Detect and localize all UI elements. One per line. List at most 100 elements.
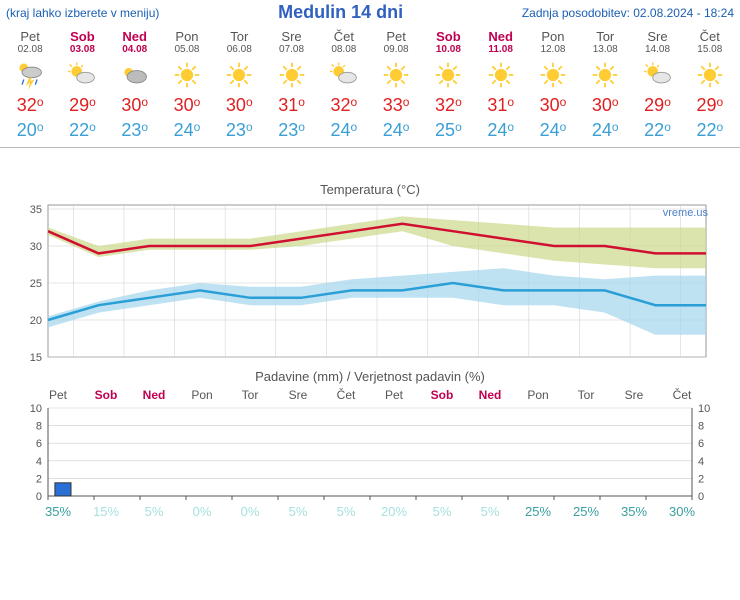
day-name: Pon: [161, 29, 213, 44]
high-temp: 29o: [631, 95, 683, 116]
weather-icon: [109, 59, 161, 91]
svg-text:8: 8: [698, 421, 704, 433]
day-date: 11.08: [475, 44, 527, 55]
day-col: Čet08.08 32o 24o: [318, 25, 370, 147]
temp-chart-title: Temperatura (°C): [0, 182, 740, 197]
low-temp: 24o: [579, 120, 631, 141]
day-date: 04.08: [109, 44, 161, 55]
precip-probability: 5%: [130, 504, 178, 519]
day-name: Pon: [527, 29, 579, 44]
low-temp: 24o: [161, 120, 213, 141]
day-col: Pon05.0830o24o: [161, 25, 213, 147]
low-temp: 23o: [109, 120, 161, 141]
precip-day-label: Pon: [514, 388, 562, 402]
precip-day-label: Pon: [178, 388, 226, 402]
weather-icon: [631, 59, 683, 91]
temp-chart: vreme.us 1520253035: [20, 201, 720, 361]
day-date: 06.08: [213, 44, 265, 55]
low-temp: 23o: [265, 120, 317, 141]
precip-day-label: Čet: [322, 388, 370, 402]
svg-text:30: 30: [30, 241, 42, 253]
day-name: Sre: [265, 29, 317, 44]
precip-chart: 00224466881010: [20, 402, 720, 502]
weather-icon: [370, 59, 422, 91]
day-name: Sre: [631, 29, 683, 44]
weather-icon: [318, 59, 370, 91]
weather-icon: [4, 59, 56, 91]
svg-text:20: 20: [30, 315, 42, 327]
day-date: 03.08: [56, 44, 108, 55]
svg-text:8: 8: [36, 421, 42, 433]
day-name: Pet: [370, 29, 422, 44]
menu-note[interactable]: (kraj lahko izberete v meniju): [6, 6, 159, 20]
weather-icon: [213, 59, 265, 91]
precip-probability: 35%: [610, 504, 658, 519]
low-temp: 22o: [631, 120, 683, 141]
svg-text:2: 2: [36, 473, 42, 485]
day-date: 07.08: [265, 44, 317, 55]
day-col: Sob03.0829o22o: [56, 25, 108, 147]
low-temp: 24o: [475, 120, 527, 141]
svg-text:6: 6: [36, 438, 42, 450]
low-temp: 22o: [56, 120, 108, 141]
precip-day-labels: PetSobNedPonTorSreČetPetSobNedPonTorSreČ…: [0, 388, 740, 402]
precip-probability: 15%: [82, 504, 130, 519]
day-name: Čet: [684, 29, 736, 44]
precip-probability: 25%: [562, 504, 610, 519]
day-col: Čet15.0829o22o: [684, 25, 736, 147]
high-temp: 30o: [161, 95, 213, 116]
last-updated: Zadnja posodobitev: 02.08.2024 - 18:24: [522, 6, 734, 20]
svg-text:25: 25: [30, 278, 42, 290]
precip-chart-title: Padavine (mm) / Verjetnost padavin (%): [0, 369, 740, 384]
high-temp: 31o: [475, 95, 527, 116]
day-name: Sob: [422, 29, 474, 44]
day-name: Sob: [56, 29, 108, 44]
precip-prob-row: 35%15%5%0%0%5%5%20%5%5%25%25%35%30%: [0, 504, 740, 519]
day-date: 13.08: [579, 44, 631, 55]
low-temp: 24o: [318, 120, 370, 141]
low-temp: 20o: [4, 120, 56, 141]
forecast-row: Pet02.0832o20oSob03.0829o22oNed04.0830o2…: [0, 25, 740, 148]
page-title: Medulin 14 dni: [278, 2, 403, 23]
day-col: Sre07.08 31o 23o: [265, 25, 317, 147]
high-temp: 30o: [109, 95, 161, 116]
svg-text:15: 15: [30, 352, 42, 361]
precip-probability: 35%: [34, 504, 82, 519]
precip-probability: 5%: [322, 504, 370, 519]
precip-day-label: Ned: [466, 388, 514, 402]
svg-text:4: 4: [36, 456, 42, 468]
precip-probability: 0%: [178, 504, 226, 519]
precip-probability: 30%: [658, 504, 706, 519]
header-bar: (kraj lahko izberete v meniju) Medulin 1…: [0, 0, 740, 25]
svg-text:10: 10: [30, 403, 42, 415]
precip-probability: 5%: [274, 504, 322, 519]
day-col: Sob10.0832o25o: [422, 25, 474, 147]
svg-text:6: 6: [698, 438, 704, 450]
high-temp: 30o: [527, 95, 579, 116]
precip-day-label: Ned: [130, 388, 178, 402]
day-col: Pet09.0833o24o: [370, 25, 422, 147]
high-temp: 29o: [684, 95, 736, 116]
high-temp: 33o: [370, 95, 422, 116]
high-temp: 32o: [318, 95, 370, 116]
weather-icon: [422, 59, 474, 91]
day-date: 09.08: [370, 44, 422, 55]
day-name: Čet: [318, 29, 370, 44]
precip-probability: 25%: [514, 504, 562, 519]
precip-day-label: Pet: [34, 388, 82, 402]
svg-text:0: 0: [36, 491, 42, 502]
day-date: 12.08: [527, 44, 579, 55]
high-temp: 30o: [579, 95, 631, 116]
day-date: 15.08: [684, 44, 736, 55]
weather-icon: [56, 59, 108, 91]
precip-day-label: Sob: [82, 388, 130, 402]
svg-text:4: 4: [698, 456, 704, 468]
weather-icon: [265, 59, 317, 91]
precip-day-label: Tor: [562, 388, 610, 402]
day-name: Ned: [475, 29, 527, 44]
precip-day-label: Sob: [418, 388, 466, 402]
day-date: 02.08: [4, 44, 56, 55]
high-temp: 31o: [265, 95, 317, 116]
day-date: 08.08: [318, 44, 370, 55]
svg-text:35: 35: [30, 204, 42, 216]
